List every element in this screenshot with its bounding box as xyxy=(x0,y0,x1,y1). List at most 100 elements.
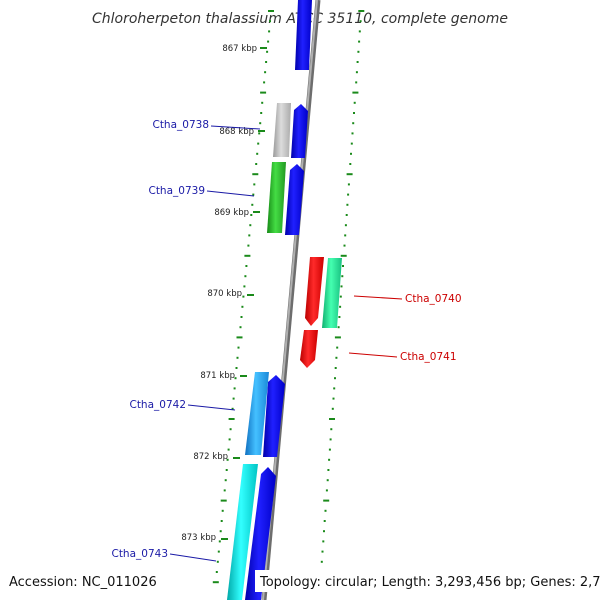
track-tick xyxy=(223,489,226,492)
tick-label-869: 869 kbp xyxy=(214,208,249,218)
track-tick xyxy=(359,20,362,23)
track-tick xyxy=(250,214,253,216)
gene-label-Ctha_0739[interactable]: Ctha_0739 xyxy=(148,185,205,197)
track-tick xyxy=(353,101,356,104)
gene-Ctha_0743-feature[interactable] xyxy=(227,464,258,600)
track-tick xyxy=(336,346,339,349)
track-tick xyxy=(334,367,337,369)
track-tick xyxy=(220,520,223,522)
leader-Ctha_0740 xyxy=(353,295,403,300)
track-tick xyxy=(269,20,271,23)
track-tick xyxy=(328,448,331,451)
cds-feature[interactable] xyxy=(295,0,312,70)
gene-Ctha_0742-feature[interactable] xyxy=(245,372,269,455)
track-tick xyxy=(321,550,324,553)
track-tick xyxy=(350,152,352,155)
track-tick xyxy=(340,254,347,257)
track-tick xyxy=(347,183,350,186)
track-tick xyxy=(349,163,352,165)
track-tick xyxy=(233,387,236,390)
track-tick xyxy=(338,316,341,318)
cds-feature[interactable] xyxy=(285,164,304,235)
track-tick xyxy=(268,30,271,33)
track-tick xyxy=(235,367,238,369)
track-tick xyxy=(353,112,355,114)
track-tick xyxy=(358,30,361,33)
gene-labels: Ctha_0738 Ctha_0739 Ctha_0740 Ctha_0741 … xyxy=(111,119,461,560)
track-tick xyxy=(216,560,219,563)
track-tick xyxy=(245,265,248,267)
track-tick xyxy=(243,285,246,288)
track-tick xyxy=(355,81,358,84)
gene-label-Ctha_0738[interactable]: Ctha_0738 xyxy=(152,119,209,131)
tick-label-870: 870 kbp xyxy=(207,289,242,299)
gene-Ctha_0739-feature[interactable] xyxy=(267,162,286,233)
track-tick xyxy=(260,112,263,114)
track-tick xyxy=(231,407,234,410)
track-tick xyxy=(357,50,360,53)
track-tick xyxy=(339,295,342,298)
track-tick xyxy=(323,530,325,533)
track-tick xyxy=(264,71,267,74)
track-tick xyxy=(358,40,361,43)
gene-label-Ctha_0741[interactable]: Ctha_0741 xyxy=(400,351,457,363)
track-tick xyxy=(347,193,350,196)
track-tick xyxy=(252,173,259,176)
track-tick xyxy=(220,499,227,502)
track-tick xyxy=(337,326,340,329)
track-tick xyxy=(225,469,228,471)
cds-feature[interactable] xyxy=(245,467,276,600)
track-tick xyxy=(323,499,330,502)
gene-Ctha_0740-feature[interactable] xyxy=(322,258,342,328)
accession-text: Accession: NC_011026 xyxy=(9,575,157,590)
track-tick xyxy=(241,305,244,308)
track-tick xyxy=(232,397,235,400)
track-tick xyxy=(268,10,274,12)
tick-label-867: 867 kbp xyxy=(222,44,257,54)
gene-label-Ctha_0743[interactable]: Ctha_0743 xyxy=(111,548,168,560)
track-tick xyxy=(229,428,232,431)
track-tick xyxy=(330,428,333,431)
track-tick xyxy=(329,438,332,441)
track-tick xyxy=(234,377,237,380)
track-tick xyxy=(340,285,343,288)
track-tick xyxy=(335,356,338,359)
track-tick xyxy=(344,224,347,227)
track-tick xyxy=(346,173,353,176)
track-tick xyxy=(247,244,250,247)
track-tick xyxy=(215,571,218,573)
tick-label-873: 873 kbp xyxy=(181,533,216,543)
tick-label-872: 872 kbp xyxy=(193,452,228,462)
scale-labels: 867 kbp 868 kbp 869 kbp 870 kbp 871 kbp … xyxy=(181,44,257,543)
track-tick xyxy=(356,61,359,63)
cds-feature[interactable] xyxy=(263,375,285,457)
track-tick xyxy=(261,101,264,104)
map-footer: Accession: NC_011026 Topology: circular;… xyxy=(9,570,600,592)
track-tick xyxy=(260,91,267,94)
track-tick xyxy=(253,183,256,186)
track-tick xyxy=(328,458,331,461)
track-tick xyxy=(334,377,336,380)
track-tick xyxy=(339,305,342,308)
gene-Ctha_0741-feature[interactable] xyxy=(300,330,318,368)
track-tick xyxy=(331,407,334,410)
track-tick xyxy=(244,254,251,257)
leader-Ctha_0741 xyxy=(348,352,398,358)
gene-label-Ctha_0740[interactable]: Ctha_0740 xyxy=(405,293,462,305)
gene-label-Ctha_0742[interactable]: Ctha_0742 xyxy=(129,399,186,411)
cds-feature[interactable] xyxy=(305,257,324,326)
track-tick xyxy=(326,479,329,482)
track-tick xyxy=(325,489,328,492)
track-tick xyxy=(236,336,243,339)
track-tick xyxy=(323,520,326,522)
gene-leaders xyxy=(169,125,403,562)
track-tick xyxy=(263,81,266,84)
cds-features xyxy=(245,0,312,600)
track-tick xyxy=(329,418,335,420)
cds-feature[interactable] xyxy=(291,104,308,158)
track-tick xyxy=(342,265,344,267)
gene-Ctha_0738-feature[interactable] xyxy=(273,103,291,157)
track-tick xyxy=(227,448,230,451)
